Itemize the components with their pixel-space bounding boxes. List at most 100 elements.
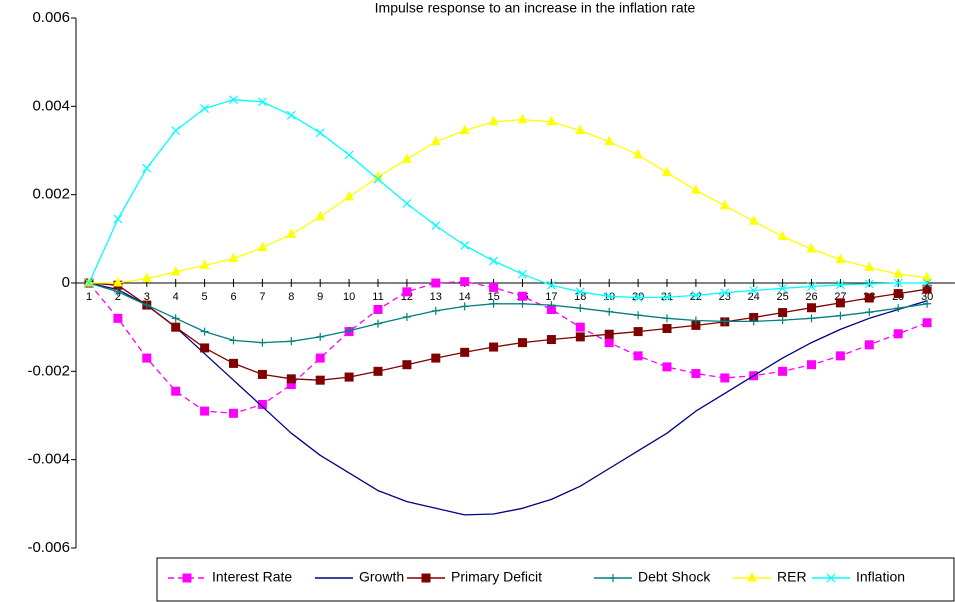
legend-item-primary-deficit: Primary Deficit bbox=[407, 569, 542, 585]
data-point-rer bbox=[228, 252, 239, 263]
data-point-debt-shock bbox=[113, 287, 122, 296]
data-point-debt-shock bbox=[460, 302, 469, 311]
x-tick-label: 11 bbox=[372, 291, 383, 303]
data-point-inflation bbox=[84, 278, 94, 288]
data-point-interest-rate bbox=[315, 353, 325, 363]
data-point-inflation bbox=[807, 282, 816, 291]
data-point-inflation bbox=[662, 292, 672, 302]
data-point-primary-deficit bbox=[633, 327, 643, 337]
data-point-rer bbox=[141, 272, 152, 283]
data-point-inflation bbox=[286, 110, 296, 120]
y-tick-label: -0.006 bbox=[27, 539, 70, 556]
data-point-rer bbox=[199, 259, 210, 269]
data-point-primary-deficit bbox=[575, 332, 585, 342]
y-axis-ticks: -0.006 -0.004 -0.002 0 0.002 0.004 0.006 bbox=[27, 9, 76, 556]
legend: Interest Rate Growth Primary Deficit Debt S… bbox=[156, 557, 955, 602]
legend-item-growth: Growth bbox=[315, 569, 404, 585]
data-point-inflation bbox=[778, 283, 788, 293]
data-point-rer bbox=[748, 215, 759, 225]
data-point-inflation bbox=[633, 293, 643, 302]
data-point-inflation bbox=[604, 291, 614, 301]
series-rer bbox=[84, 113, 932, 287]
data-point-interest-rate bbox=[142, 353, 152, 363]
data-point-primary-deficit bbox=[460, 347, 470, 357]
legend-label: Inflation bbox=[856, 569, 905, 585]
data-point-inflation bbox=[691, 290, 701, 300]
data-point-rer bbox=[546, 115, 557, 126]
data-point-inflation bbox=[315, 128, 325, 138]
data-point-inflation bbox=[835, 280, 845, 290]
data-point-primary-deficit bbox=[778, 308, 788, 318]
legend-label: Debt Shock bbox=[638, 569, 711, 585]
series-interest-rate bbox=[84, 277, 932, 418]
data-point-primary-deficit bbox=[604, 329, 614, 339]
data-point-debt-shock bbox=[431, 306, 440, 315]
data-point-primary-deficit bbox=[171, 322, 181, 332]
series-layer bbox=[84, 95, 932, 516]
legend-label: Interest Rate bbox=[212, 569, 292, 585]
series-line-debt-shock bbox=[88, 282, 928, 344]
data-point-debt-shock bbox=[894, 304, 903, 313]
data-point-inflation bbox=[344, 150, 354, 160]
data-point-debt-shock bbox=[287, 337, 296, 346]
data-point-debt-shock bbox=[605, 307, 614, 316]
legend-marker bbox=[609, 574, 617, 582]
data-point-debt-shock bbox=[316, 332, 325, 341]
data-point-interest-rate bbox=[402, 287, 412, 297]
x-tick-label: 17 bbox=[545, 291, 557, 303]
legend-marker bbox=[182, 573, 192, 583]
data-point-debt-shock bbox=[749, 317, 758, 326]
series-growth bbox=[88, 282, 928, 516]
data-point-rer bbox=[604, 135, 615, 146]
data-point-interest-rate bbox=[691, 369, 701, 379]
data-point-interest-rate bbox=[518, 291, 527, 301]
data-point-interest-rate bbox=[113, 313, 123, 323]
series-line-interest-rate bbox=[88, 281, 928, 414]
data-point-inflation bbox=[489, 256, 499, 266]
data-point-interest-rate bbox=[633, 351, 643, 361]
data-point-interest-rate bbox=[778, 366, 788, 376]
data-point-interest-rate bbox=[604, 338, 614, 348]
x-tick-label: 18 bbox=[574, 291, 586, 303]
data-point-primary-deficit bbox=[373, 366, 383, 376]
series-primary-deficit bbox=[84, 278, 932, 385]
data-point-rer bbox=[113, 276, 123, 287]
data-point-debt-shock bbox=[345, 326, 354, 335]
legend-item-interest-rate: Interest Rate bbox=[168, 569, 292, 585]
x-tick-label: 10 bbox=[343, 291, 355, 303]
data-point-inflation bbox=[171, 126, 181, 136]
data-point-debt-shock bbox=[547, 301, 556, 310]
x-tick-label: 25 bbox=[776, 291, 788, 303]
data-point-inflation bbox=[142, 163, 152, 173]
data-point-rer bbox=[893, 268, 904, 278]
data-point-primary-deficit bbox=[518, 338, 527, 348]
data-point-interest-rate bbox=[200, 406, 210, 416]
data-point-primary-deficit bbox=[489, 342, 499, 352]
data-point-debt-shock bbox=[663, 314, 671, 323]
data-point-inflation bbox=[518, 269, 527, 279]
series-debt-shock bbox=[85, 279, 932, 347]
data-point-rer bbox=[777, 230, 788, 241]
data-point-primary-deficit bbox=[893, 289, 903, 299]
legend-label: RER bbox=[777, 569, 807, 585]
legend-item-inflation: Inflation bbox=[812, 569, 905, 585]
data-point-debt-shock bbox=[634, 311, 643, 320]
legend-label: Primary Deficit bbox=[451, 569, 542, 585]
x-tick-label: 9 bbox=[317, 291, 323, 303]
data-point-debt-shock bbox=[518, 299, 527, 308]
x-tick-label: 13 bbox=[430, 291, 442, 303]
data-point-rer bbox=[170, 265, 181, 276]
data-point-rer bbox=[662, 166, 672, 177]
x-tick-label: 6 bbox=[230, 291, 236, 303]
data-point-primary-deficit bbox=[922, 284, 932, 294]
data-point-interest-rate bbox=[807, 360, 816, 370]
legend-label: Growth bbox=[359, 569, 404, 585]
data-point-primary-deficit bbox=[229, 358, 238, 368]
x-tick-label: 5 bbox=[202, 291, 208, 303]
y-tick-label: 0.004 bbox=[32, 97, 70, 114]
data-point-debt-shock bbox=[576, 304, 585, 313]
data-point-inflation bbox=[922, 278, 932, 288]
legend-item-rer: RER bbox=[733, 569, 807, 585]
legend-box bbox=[156, 557, 955, 602]
data-point-debt-shock bbox=[923, 299, 932, 308]
